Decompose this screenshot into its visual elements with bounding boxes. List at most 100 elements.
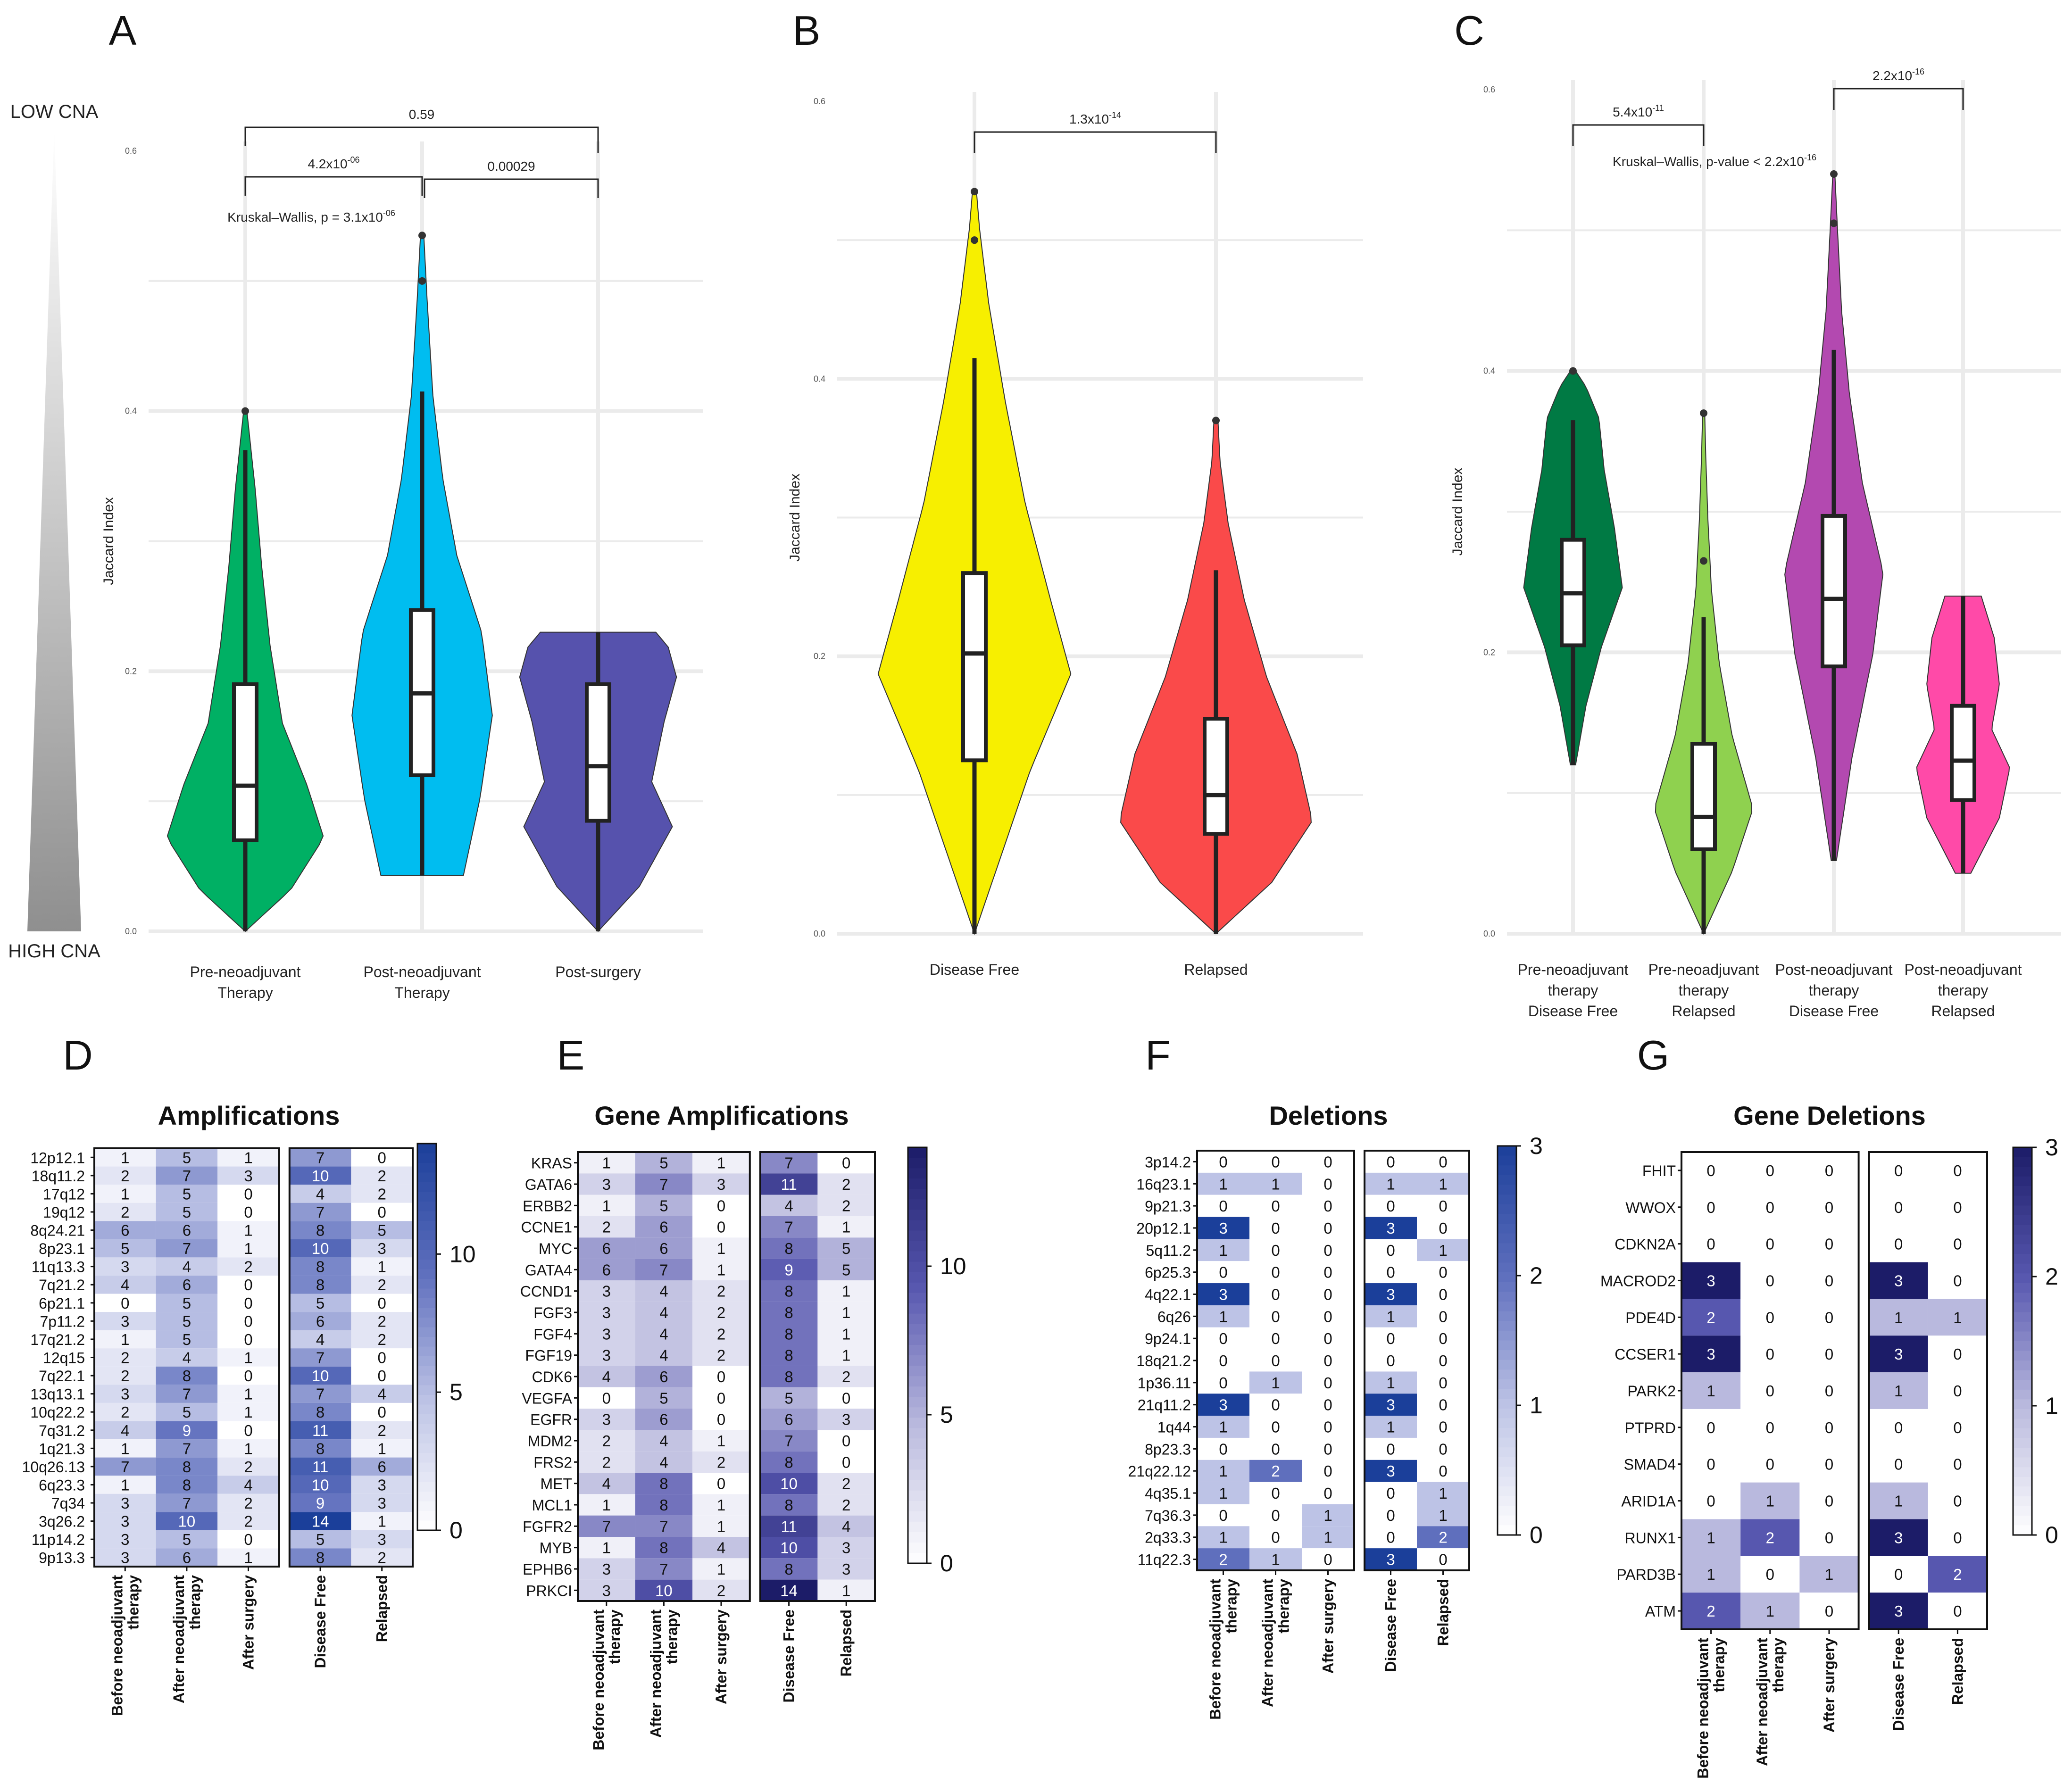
row-label: 7q34 (51, 1495, 85, 1512)
row-label: 8p23.1 (39, 1240, 85, 1257)
heatmap-value: 0 (244, 1331, 252, 1348)
heatmap-value: 4 (659, 1283, 668, 1300)
heatmap-cell (1799, 1299, 1859, 1336)
colorbar-tick-label: 0 (2045, 1522, 2058, 1548)
heatmap-value: 0 (1766, 1199, 1774, 1216)
colorbar-segment (417, 1453, 436, 1463)
heatmap-value: 1 (121, 1149, 129, 1166)
heatmap-cell (1249, 1437, 1302, 1460)
heatmap-cell (351, 1294, 413, 1312)
row-label: PDE4D (1625, 1309, 1676, 1326)
heatmap-value: 1 (717, 1518, 725, 1535)
row-label: CCND1 (520, 1283, 572, 1300)
colorbar-segment (908, 1552, 927, 1564)
heatmap-cell (1928, 1152, 1987, 1189)
heatmap-cell (1928, 1519, 1987, 1556)
heatmap-cell (156, 1385, 218, 1403)
heatmap-cell (817, 1387, 875, 1409)
heatmap-value: 0 (1894, 1419, 1903, 1436)
heatmap-value: 8 (316, 1440, 325, 1457)
panel-c: C 0.0 0.2 0.4 0.6 Jaccard Index Pre-neoadjuvan… (1450, 7, 2061, 1020)
heatmap-value: 7 (183, 1385, 191, 1403)
heatmap-value: 5 (183, 1294, 191, 1312)
colorbar-segment (2013, 1428, 2032, 1439)
heatmap-cell (1417, 1283, 1469, 1305)
colorbar-segment (1498, 1311, 1516, 1322)
row-label: RUNX1 (1625, 1529, 1676, 1546)
heatmap-cell (1681, 1519, 1741, 1556)
heatmap-value: 0 (1271, 1529, 1280, 1546)
colorbar-segment (1498, 1321, 1516, 1331)
heatmap-value: 4 (378, 1385, 386, 1403)
heatmap-cell (1681, 1593, 1741, 1629)
heatmap-value: 3 (602, 1325, 611, 1343)
heatmap-value: 1 (121, 1331, 129, 1348)
panel-b: B 0.0 0.2 0.4 0.6 Jaccard Index Disease Free Re… (787, 7, 1363, 978)
heatmap-cell (217, 1239, 279, 1258)
heatmap-value: 1 (1219, 1529, 1227, 1546)
heatmap-value: 6 (659, 1368, 668, 1385)
heatmap-cell (1799, 1556, 1859, 1593)
heatmap-cell (578, 1387, 635, 1409)
heatmap-value: 7 (183, 1167, 191, 1185)
colorbar-segment (908, 1521, 927, 1533)
y-tick-label: 0.4 (1483, 366, 1495, 376)
column-label: After surgery (240, 1575, 257, 1670)
heatmap-value: 0 (1271, 1485, 1280, 1502)
heatmap-value: 4 (659, 1432, 668, 1450)
heatmap-value: 0 (244, 1367, 252, 1385)
colorbar-segment (908, 1376, 927, 1387)
row-label: ARID1A (1621, 1493, 1676, 1510)
heatmap-cell (1740, 1482, 1800, 1519)
heatmap-value: 2 (121, 1367, 129, 1385)
heatmap-value: 3 (1706, 1345, 1715, 1363)
heatmap-value: 0 (1439, 1153, 1447, 1170)
colorbar-border (2012, 1146, 2033, 1536)
column-label: Before neoadjuvanttherapy (108, 1575, 141, 1716)
heatmap-value: 0 (378, 1149, 386, 1166)
colorbar-segment (2013, 1438, 2032, 1449)
colorbar-segment (417, 1260, 436, 1270)
heatmap-value: 2 (378, 1276, 386, 1294)
heatmap-cell (1799, 1519, 1859, 1556)
heatmap-value: 3 (1706, 1272, 1715, 1289)
column-label: Disease Free (312, 1575, 329, 1668)
heatmap-value: 0 (1953, 1529, 1962, 1546)
heatmap-cell (760, 1579, 818, 1601)
heatmap-cell (94, 1493, 156, 1512)
heatmap-value: 0 (378, 1403, 386, 1421)
heatmap-value: 1 (378, 1258, 386, 1276)
heatmap-cell (1740, 1299, 1800, 1336)
heatmap-cell (1740, 1445, 1800, 1483)
colorbar-segment (417, 1202, 436, 1212)
heatmap-value: 5 (659, 1389, 668, 1407)
heatmap-value: 0 (1323, 1220, 1332, 1237)
heatmap-cell (1249, 1172, 1302, 1195)
heatmap-value: 3 (121, 1531, 129, 1548)
heatmap-cell (1928, 1188, 1987, 1226)
heatmap-value: 3 (378, 1494, 386, 1512)
low-cna-label: LOW CNA (10, 101, 99, 122)
heatmap-value: 0 (1219, 1197, 1227, 1215)
heatmap-cell (289, 1476, 351, 1494)
heatmap-cell (817, 1173, 875, 1195)
heatmap-cell (817, 1344, 875, 1366)
heatmap-value: 3 (121, 1385, 129, 1403)
heatmap-cell (692, 1537, 750, 1559)
heatmap-value: 3 (717, 1176, 725, 1193)
heatmap-cell (635, 1259, 693, 1280)
heatmap-cell (1417, 1305, 1469, 1327)
colorbar-segment (2013, 1389, 2032, 1400)
heatmap-cell (1740, 1372, 1800, 1409)
heatmap-cell (156, 1148, 218, 1167)
test-label: Kruskal–Wallis, p = 3.1x10-06 (227, 208, 395, 224)
heatmap-value: 0 (1706, 1456, 1715, 1473)
heatmap-cell (289, 1257, 351, 1276)
heatmap-value: 0 (1953, 1382, 1962, 1400)
heatmap-value: 1 (1766, 1493, 1774, 1510)
heatmap-cell (1869, 1593, 1928, 1629)
heatmap-cell (289, 1493, 351, 1512)
colorbar-segment (417, 1356, 436, 1367)
heatmap-cell (1197, 1371, 1249, 1394)
heatmap-cell (1302, 1195, 1354, 1217)
